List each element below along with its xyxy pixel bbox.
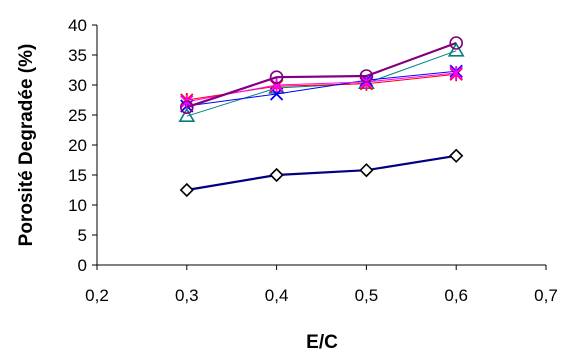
y-tick-label: 15 — [68, 166, 87, 185]
y-tick-label: 35 — [68, 46, 87, 65]
y-tick-label: 25 — [68, 106, 87, 125]
data-point-triangle — [447, 42, 465, 57]
x-axis-title: E/C — [306, 332, 338, 352]
y-tick-label: 20 — [68, 136, 87, 155]
y-tick-label: 0 — [78, 256, 87, 275]
y-tick-label: 5 — [78, 226, 87, 245]
series-line — [186, 72, 457, 103]
series-6 — [180, 36, 464, 114]
y-axis-title: Porosité Degradée (%) — [16, 44, 37, 247]
y-tick-label: 40 — [68, 16, 87, 35]
series-1 — [179, 148, 464, 198]
series-line — [186, 154, 457, 192]
x-tick-label: 0,7 — [534, 286, 558, 305]
data-point-diamond — [359, 163, 374, 178]
series-line — [186, 41, 457, 109]
series-line — [186, 70, 457, 107]
data-point-circle — [180, 100, 194, 114]
data-point-star — [449, 66, 463, 80]
data-point-circle — [359, 69, 374, 83]
data-point-circle — [269, 70, 284, 84]
x-tick-label: 0,3 — [175, 286, 199, 305]
series-line — [186, 50, 457, 117]
data-point-circle — [449, 36, 464, 50]
data-point-diamond — [449, 148, 464, 163]
x-tick-label: 0,6 — [444, 286, 468, 305]
y-tick-label: 30 — [68, 76, 87, 95]
x-tick-label: 0,5 — [355, 286, 379, 305]
x-tick-label: 0,2 — [85, 286, 109, 305]
data-point-diamond — [179, 182, 194, 198]
data-point-diamond — [269, 167, 284, 183]
axes: 0 5 10 15 20 25 30 35 40 0,2 0,3 0,4 0,5 0,6 0,7 — [68, 16, 558, 305]
data-point-triangle — [178, 107, 196, 122]
series-layer — [178, 36, 465, 198]
x-tick-label: 0,4 — [265, 286, 289, 305]
y-tick-label: 10 — [68, 196, 87, 215]
